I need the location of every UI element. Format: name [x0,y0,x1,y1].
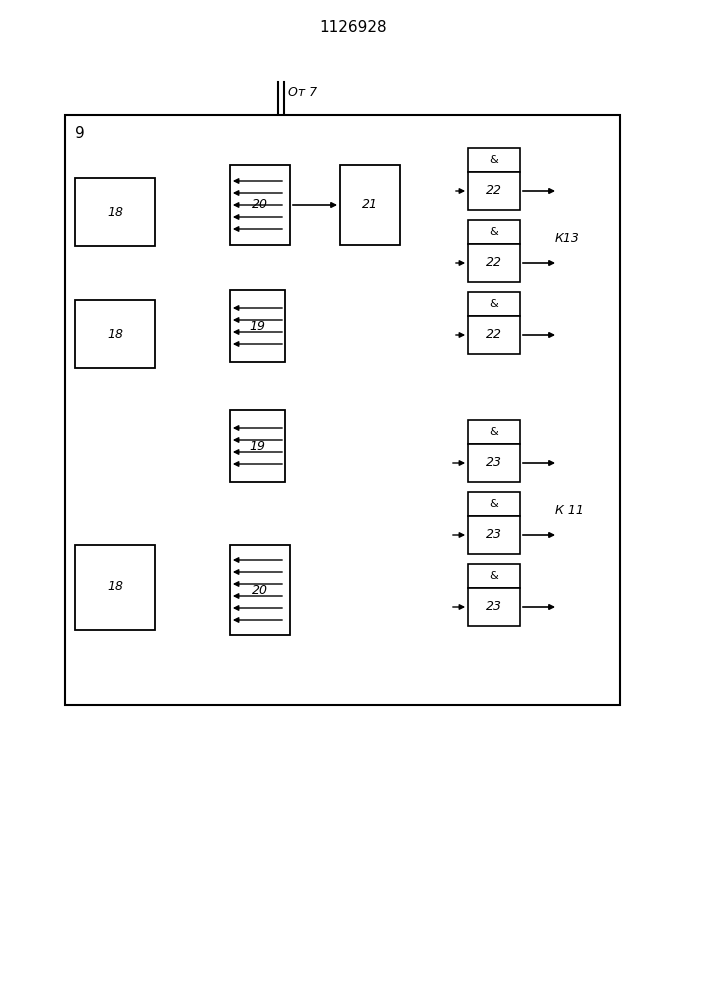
Bar [75,178,155,246]
Text: 21: 21 [362,198,378,212]
Text: К13: К13 [555,232,580,245]
Bar [75,545,155,630]
Text: 23: 23 [486,600,502,613]
Bar [230,410,285,482]
Text: 22: 22 [486,328,502,342]
Text: 19: 19 [249,440,265,452]
Text: 23: 23 [486,456,502,470]
Text: &: & [490,427,498,437]
Text: 1126928: 1126928 [319,20,387,35]
Text: 18: 18 [107,206,123,219]
Bar [468,292,520,316]
Text: 18: 18 [107,328,123,340]
Text: 22: 22 [486,184,502,198]
Text: &: & [490,499,498,509]
Text: &: & [490,227,498,237]
Bar [468,316,520,354]
Bar [65,115,620,705]
Text: 20: 20 [252,584,268,596]
Text: &: & [490,299,498,309]
Text: &: & [490,155,498,165]
Text: 18: 18 [107,580,123,593]
Text: 23: 23 [486,528,502,542]
Bar [468,444,520,482]
Text: К 11: К 11 [555,504,584,518]
Bar [468,148,520,172]
Text: 9: 9 [75,125,85,140]
Bar [468,172,520,210]
Bar [75,300,155,368]
Bar [230,545,290,635]
Bar [468,564,520,588]
Text: 22: 22 [486,256,502,269]
Text: &: & [490,571,498,581]
Bar [468,588,520,626]
Bar [468,420,520,444]
Bar [468,516,520,554]
Text: От 7: От 7 [288,86,317,99]
Text: 20: 20 [252,198,268,212]
Text: 19: 19 [249,320,265,332]
Bar [468,492,520,516]
Bar [468,244,520,282]
Bar [340,165,400,245]
Bar [230,290,285,362]
Bar [230,165,290,245]
Bar [468,220,520,244]
